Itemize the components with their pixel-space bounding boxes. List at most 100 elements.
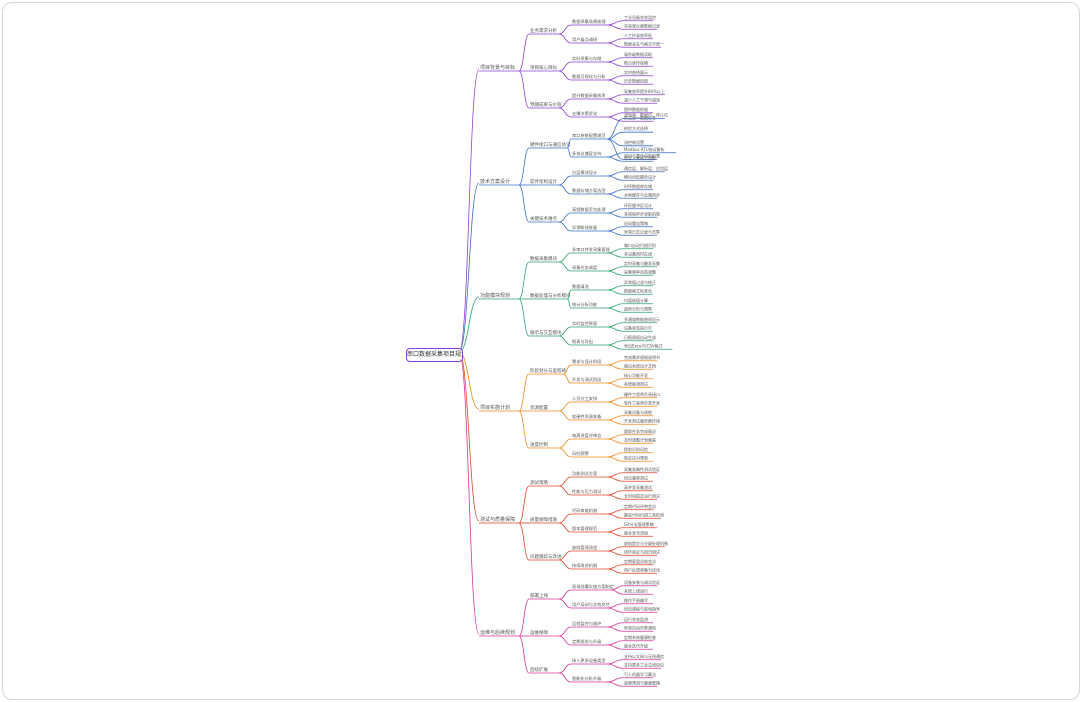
node-b4-3-1[interactable]: 每周进度评审会	[572, 432, 602, 439]
node-b2-3-2[interactable]: 异常断线恢复	[572, 224, 598, 231]
leaf-b4-1-1-2[interactable]: 输出系统设计文档	[624, 362, 656, 368]
node-b4-2-2[interactable]: 软硬件资源准备	[572, 413, 602, 420]
leaf-b2-1-1-4[interactable]: 超时与重传机制配置	[624, 152, 660, 158]
node-b3-3-1[interactable]: 实时监控界面	[572, 320, 597, 327]
leaf-b6-3-1-2[interactable]: 支持更多工业总线协议	[624, 661, 664, 667]
leaf-b1-3-2-1[interactable]: 提供数据依据	[624, 106, 648, 112]
leaf-b6-1-2-2[interactable]: 培训课程与现场指导	[624, 605, 660, 611]
leaf-b4-1-1-1[interactable]: 完成需求规格说明书	[624, 354, 660, 360]
leaf-b2-2-2-1[interactable]: 时序数据库存储	[624, 183, 652, 189]
leaf-b5-3-2-1[interactable]: 定期复盘总结会议	[624, 558, 656, 564]
leaf-b5-1-2-1[interactable]: 高并发采集测试	[624, 484, 652, 490]
leaf-b5-3-2-2[interactable]: 用户反馈收集与优化	[624, 566, 660, 572]
leaf-b1-2-2-2[interactable]: 历史数据回放	[624, 77, 648, 83]
leaf-b6-1-2-1[interactable]: 操作手册编写	[624, 597, 648, 603]
leaf-b2-1-1-1[interactable]: 波特率、数据位、停止位	[624, 112, 668, 118]
node-b2-2-2[interactable]: 数据存储方案选型	[572, 187, 606, 194]
node-b1-1[interactable]: 业务需求分析	[530, 27, 557, 34]
node-b5-1[interactable]: 测试策略	[530, 479, 548, 486]
node-b5-2-2[interactable]: 版本管理规范	[572, 525, 597, 532]
leaf-b1-3-1-1[interactable]: 采集效率提升80%以上	[624, 88, 665, 94]
leaf-b6-3-2-1[interactable]: 引入机器学习算法	[624, 671, 656, 677]
node-b4-3-2[interactable]: 风险预警	[572, 450, 590, 457]
node-b1-2[interactable]: 项目核心目标	[530, 64, 557, 71]
node-b5-1-2[interactable]: 性能与压力测试	[572, 488, 602, 495]
leaf-b2-1-1-2[interactable]: 校验方式选择	[624, 125, 648, 131]
leaf-b2-2-1-2[interactable]: 模块间低耦合设计	[624, 173, 656, 179]
node-b1-3[interactable]: 预期成果与价值	[530, 101, 562, 108]
node-b6-2[interactable]: 运维保障	[530, 629, 548, 636]
leaf-b1-2-1-1[interactable]: 毫秒级数据读取	[624, 51, 652, 57]
leaf-b4-2-1-1[interactable]: 硬件工程师负责接口	[624, 391, 660, 397]
node-b2-2-1[interactable]: 分层模块设计	[572, 169, 597, 176]
leaf-b1-1-1-2[interactable]: 实验室仪器数据记录	[624, 22, 660, 28]
node-b6-3[interactable]: 后续扩展	[530, 666, 548, 673]
leaf-b4-3-2-2[interactable]: 制定应对预案	[624, 454, 648, 460]
node-b2-2[interactable]: 软件架构设计	[530, 178, 557, 185]
leaf-b2-3-1-2[interactable]: 多线程异步读取机制	[624, 210, 660, 216]
node-b1-2-1[interactable]: 实时采集与存储	[572, 55, 601, 62]
node-b6-1[interactable]: 部署上线	[530, 592, 548, 599]
node-b6-2-2[interactable]: 定期巡检与升级	[572, 638, 602, 645]
node-b3-1-1[interactable]: 多串口并发采集管理	[572, 246, 611, 253]
node-b5-3[interactable]: 问题跟踪与改进	[530, 553, 562, 560]
leaf-b5-2-2-1[interactable]: Git分支管理策略	[624, 521, 654, 527]
leaf-b1-1-2-1[interactable]: 人工抄录效率低	[624, 32, 652, 38]
leaf-b3-2-2-2[interactable]: 趋势分析与预警	[624, 305, 652, 311]
node-b5-3-2[interactable]: 持续改进机制	[572, 562, 597, 569]
node-b1-3-1[interactable]: 提升数据采集效率	[572, 92, 606, 99]
branch-3-label[interactable]: 功能模块规划	[480, 292, 510, 299]
leaf-b3-1-2-2[interactable]: 采集频率动态调整	[624, 268, 656, 274]
leaf-b5-1-1-1[interactable]: 采集准确性测试验证	[624, 466, 660, 472]
node-b4-1[interactable]: 阶段划分与里程碑	[530, 367, 566, 374]
node-b3-2-1[interactable]: 数据清洗	[572, 283, 590, 290]
node-b5-3-1[interactable]: 缺陷管理流程	[572, 544, 598, 551]
leaf-b4-2-1-2[interactable]: 软件工程师负责开发	[624, 399, 660, 405]
leaf-b5-3-1-2[interactable]: 闭环验证与回归测试	[624, 548, 660, 554]
node-b4-2[interactable]: 资源配置	[530, 404, 548, 411]
node-b2-1-1[interactable]: 串口参数配置规范	[572, 132, 606, 139]
node-b1-1-1[interactable]: 数据采集场景梳理	[572, 18, 606, 25]
node-b3-1[interactable]: 数据采集模块	[530, 255, 557, 262]
leaf-b1-1-2-2[interactable]: 数据丢失与格式不统一	[624, 40, 664, 46]
leaf-b1-3-2-2[interactable]: 形成统一数据标准	[624, 114, 656, 120]
leaf-b5-2-1-1[interactable]: 定期代码评审会议	[624, 503, 656, 509]
leaf-b2-1-2-1[interactable]: Modbus RTU协议解析	[624, 146, 665, 152]
branch-6-label[interactable]: 运维与后续规划	[480, 629, 515, 636]
leaf-b3-3-2-1[interactable]: 日报周报自动生成	[624, 334, 656, 340]
leaf-b1-1-1-1[interactable]: 工业设备状态监控	[624, 14, 656, 20]
leaf-b6-3-1-1[interactable]: 支持以太网与无线通信	[624, 653, 664, 659]
leaf-b6-2-1-1[interactable]: 运行状态监测	[624, 616, 648, 622]
leaf-b5-1-2-2[interactable]: 长时间稳定运行测试	[624, 492, 660, 498]
leaf-b5-3-1-1[interactable]: 缺陷提交与分级处理机制	[624, 540, 668, 546]
node-b6-3-2[interactable]: 智能化分析升级	[572, 675, 602, 682]
leaf-b4-3-1-1[interactable]: 跟踪任务完成情况	[624, 428, 656, 434]
branch-4-label[interactable]: 项目实施计划	[480, 404, 510, 411]
leaf-b2-2-1-1[interactable]: 通信层、解析层、应用层	[624, 165, 668, 171]
leaf-b3-1-2-1[interactable]: 定时采集与触发采集	[624, 260, 660, 266]
leaf-b4-1-2-1[interactable]: 核心功能开发	[624, 372, 648, 378]
node-b2-1[interactable]: 硬件接口与通信协议	[530, 141, 571, 148]
node-b6-2-1[interactable]: 远程监控与维护	[572, 620, 601, 627]
leaf-b2-1-2-2[interactable]: 自定义帧格式适配	[624, 154, 656, 160]
leaf-b3-3-2-2[interactable]: 导出Excel与CSV格式	[624, 342, 663, 348]
leaf-b3-2-1-1[interactable]: 异常值过滤与修正	[624, 279, 656, 285]
root-node[interactable]: 串口数据采集项目规划	[406, 348, 463, 362]
leaf-b1-3-1-2[interactable]: 减少人工干预与错误	[624, 96, 660, 102]
leaf-b2-3-2-1[interactable]: 自动重连策略	[624, 220, 648, 226]
node-b2-3-1[interactable]: 高频数据丢包处理	[572, 206, 606, 213]
node-b4-1-2[interactable]: 开发与测试阶段	[572, 376, 602, 383]
leaf-b4-2-2-2[interactable]: 开发测试服务器环境	[624, 417, 660, 423]
leaf-b5-1-1-2[interactable]: 协议兼容测试	[624, 474, 648, 480]
leaf-b3-2-1-2[interactable]: 数据格式标准化	[624, 287, 652, 293]
branch-1-label[interactable]: 项目背景与目标	[480, 64, 515, 71]
leaf-b6-3-2-2[interactable]: 故障预测与健康管理	[624, 679, 660, 685]
leaf-b2-3-2-2[interactable]: 异常日志记录与告警	[624, 228, 660, 234]
leaf-b2-1-1-3[interactable]: 流控制设置	[624, 139, 644, 145]
node-b3-3-2[interactable]: 报表与导出	[572, 338, 593, 345]
node-b5-1-1[interactable]: 功能测试方案	[572, 470, 598, 477]
leaf-b1-2-2-1[interactable]: 实时曲线展示	[624, 69, 648, 75]
node-b6-1-1[interactable]: 现场部署实施方案制定	[572, 583, 614, 590]
node-b4-1-1[interactable]: 需求与设计阶段	[572, 358, 602, 365]
